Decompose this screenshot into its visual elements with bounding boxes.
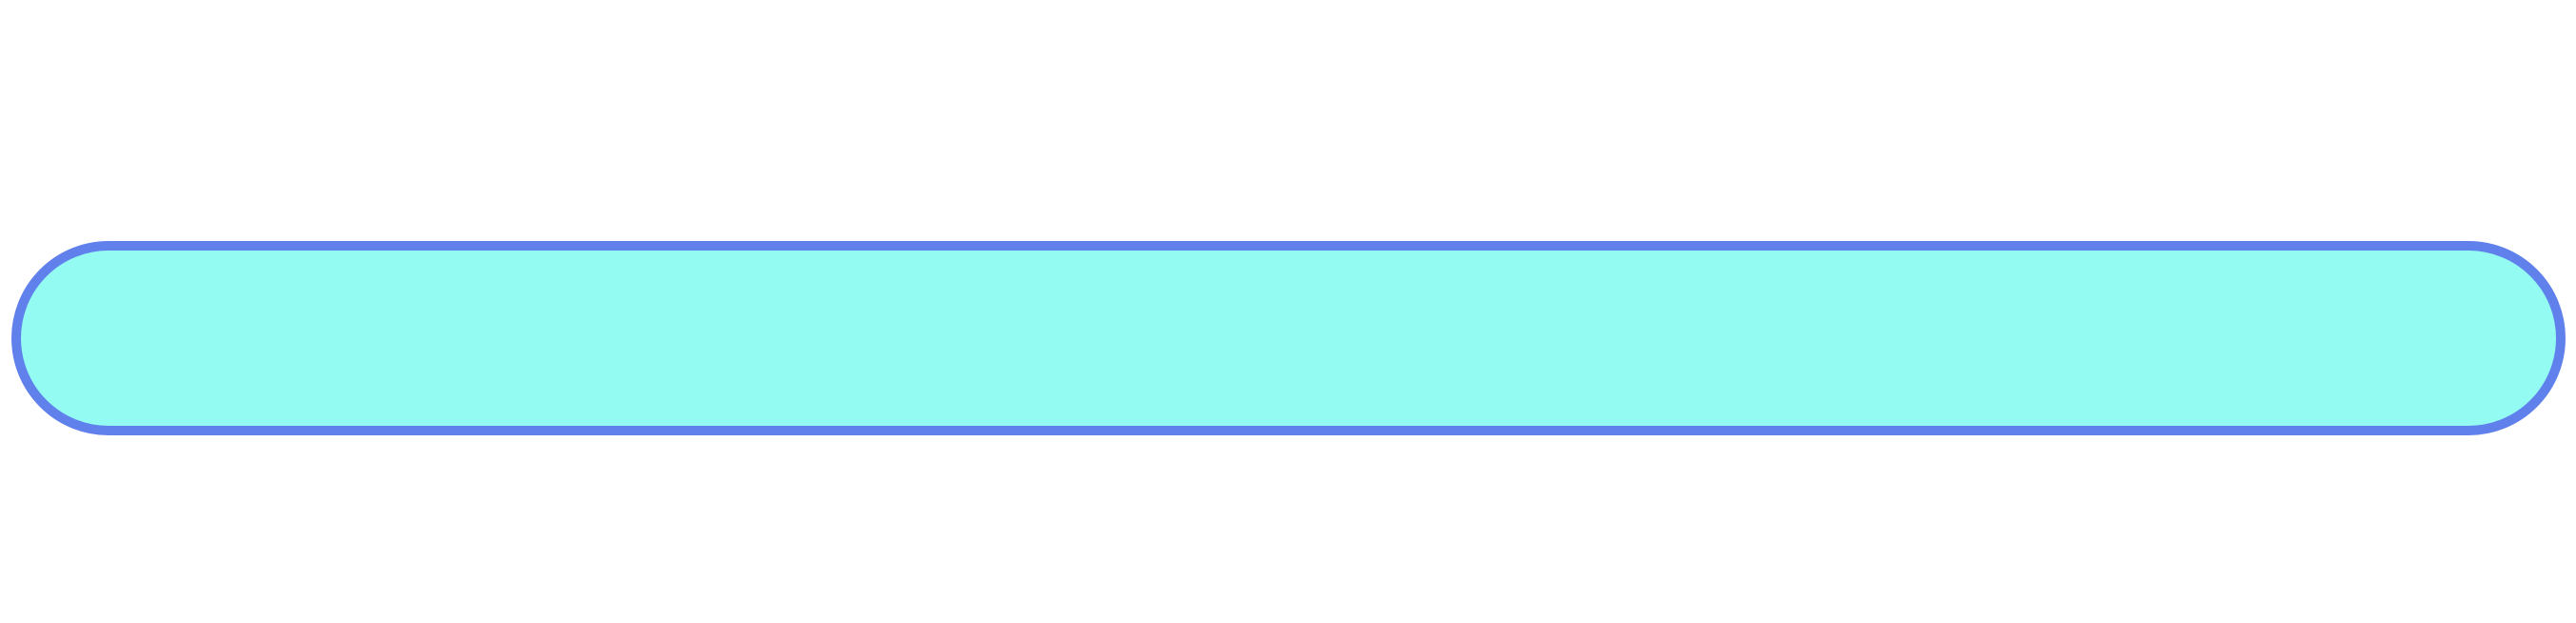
pill-shape (11, 241, 2566, 435)
